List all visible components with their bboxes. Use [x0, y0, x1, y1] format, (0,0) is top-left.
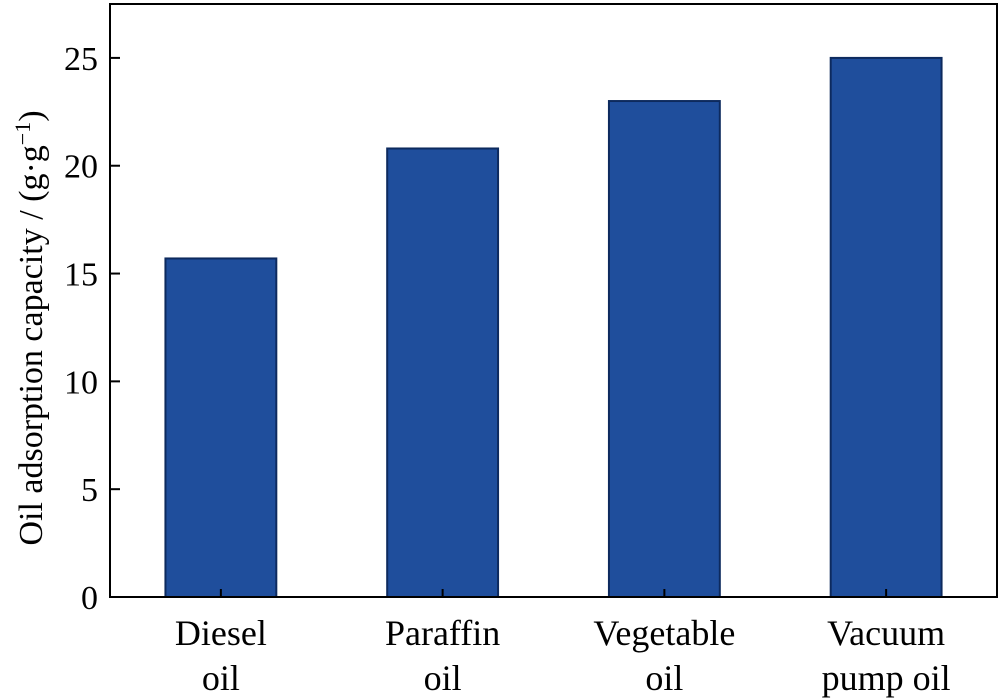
y-axis: 0 5 10 15 20 25: [64, 41, 120, 617]
y-tick-label: 20: [64, 149, 98, 186]
y-tick-label: 10: [64, 364, 98, 401]
y-axis-title-main: Oil adsorption capacity / (g·g: [13, 145, 50, 545]
x-category-label: Vegetable oil: [593, 613, 735, 698]
x-category-label-line: oil: [424, 658, 462, 698]
x-category-label-line: pump oil: [822, 658, 951, 698]
x-axis-labels: Diesel oil Paraffin oil Vegetable oil Vacuum pu…: [175, 589, 951, 698]
y-tick-label: 25: [64, 41, 98, 78]
bar-0: [164, 257, 278, 598]
y-axis-title: Oil adsorption capacity / (g·g−1): [10, 110, 51, 545]
bar-2: [607, 100, 721, 598]
y-axis-title-close: ): [13, 110, 50, 121]
y-tick-label: 0: [81, 580, 98, 617]
x-category-label-line: oil: [645, 658, 683, 698]
x-category-label: Paraffin oil: [385, 613, 500, 698]
y-tick-label: 5: [81, 472, 98, 509]
y-axis-title-sup: −1: [10, 122, 35, 145]
bar-3: [829, 56, 943, 598]
x-category-label: Vacuum pump oil: [822, 613, 951, 698]
bar-1: [386, 147, 500, 599]
x-category-label-line: Diesel: [175, 613, 267, 653]
plot-frame: [109, 3, 998, 598]
x-category-label-line: oil: [202, 658, 240, 698]
bars-group: [164, 56, 943, 599]
x-category-label-line: Paraffin: [385, 613, 500, 653]
x-category-label: Diesel oil: [175, 613, 267, 698]
y-tick-label: 15: [64, 257, 98, 294]
x-category-label-line: Vacuum: [827, 613, 945, 653]
x-category-label-line: Vegetable: [593, 613, 735, 653]
